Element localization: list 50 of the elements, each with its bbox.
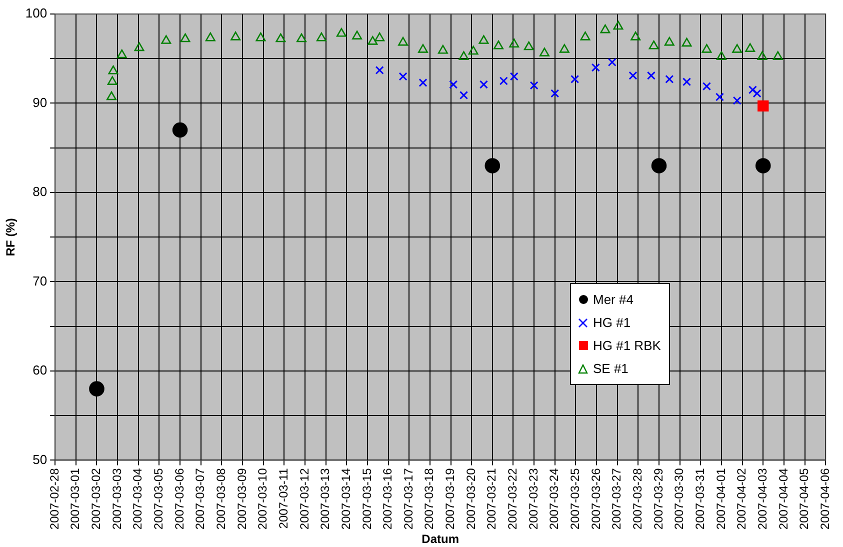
x-tick-label: 2007-03-28 (630, 468, 644, 530)
y-tick-label: 80 (32, 184, 48, 200)
x-tick-label: 2007-04-05 (797, 468, 812, 530)
x-tick-label: 2007-03-11 (276, 468, 290, 529)
x-tick-label: 2007-03-07 (193, 468, 208, 530)
x-tick-label: 2007-03-17 (401, 468, 416, 530)
x-axis-title: Datum (422, 532, 460, 546)
y-tick-label: 50 (32, 452, 48, 467)
x-tick-label: 2007-03-19 (443, 468, 458, 530)
x-tick-label: 2007-03-04 (130, 468, 145, 530)
x-tick-label: 2007-03-20 (464, 468, 478, 530)
x-tick-label: 2007-03-23 (526, 468, 540, 530)
y-tick-label: 70 (32, 273, 48, 288)
x-tick-label: 2007-03-03 (110, 468, 124, 530)
y-tick-label: 100 (25, 6, 48, 21)
x-tick-label: 2007-02-28 (47, 468, 62, 530)
x-tick-label: 2007-03-15 (360, 468, 374, 530)
x-tick-label: 2007-04-01 (714, 468, 728, 530)
x-tick-label: 2007-03-30 (672, 468, 686, 530)
x-tick-label: 2007-03-08 (214, 468, 228, 530)
x-tick-label: 2007-03-21 (484, 468, 499, 530)
x-tick-label: 2007-04-06 (818, 468, 832, 530)
legend-label: HG #1 RBK (593, 337, 661, 355)
x-tick-label: 2007-03-02 (89, 468, 104, 530)
x-tick-label: 2007-03-26 (588, 468, 603, 530)
x-tick-label: 2007-03-27 (610, 468, 624, 530)
x-tick-label: 2007-03-01 (68, 468, 82, 530)
x-tick-label: 2007-03-12 (297, 468, 312, 530)
legend-label: HG #1 (593, 314, 631, 332)
x-tick-label: 2007-03-14 (338, 468, 353, 530)
x-tick-label: 2007-03-18 (422, 468, 436, 530)
x-tick-label: 2007-03-22 (506, 468, 520, 530)
x-tick-label: 2007-03-10 (256, 468, 270, 530)
x-tick-label: 2007-03-06 (172, 468, 186, 530)
x-tick-label: 2007-03-16 (380, 468, 395, 530)
x-tick-label: 2007-03-29 (651, 468, 666, 530)
y-tick-label: 60 (32, 362, 48, 378)
x-tick-label: 2007-03-13 (318, 468, 332, 530)
x-tick-label: 2007-03-09 (234, 468, 249, 530)
y-tick-label: 90 (32, 94, 48, 110)
x-tick-label: 2007-03-05 (152, 468, 166, 530)
x-tick-label: 2007-04-04 (776, 468, 790, 530)
x-tick-label: 2007-04-03 (755, 468, 770, 530)
x-tick-label: 2007-03-25 (568, 468, 582, 530)
legend-label: SE #1 (593, 360, 628, 378)
x-tick-label: 2007-03-31 (692, 468, 707, 530)
x-tick-label: 2007-03-24 (547, 468, 562, 530)
legend-label: Mer #4 (593, 291, 634, 309)
y-axis-title: RF (%) (4, 218, 18, 256)
x-tick-label: 2007-04-02 (734, 468, 749, 530)
